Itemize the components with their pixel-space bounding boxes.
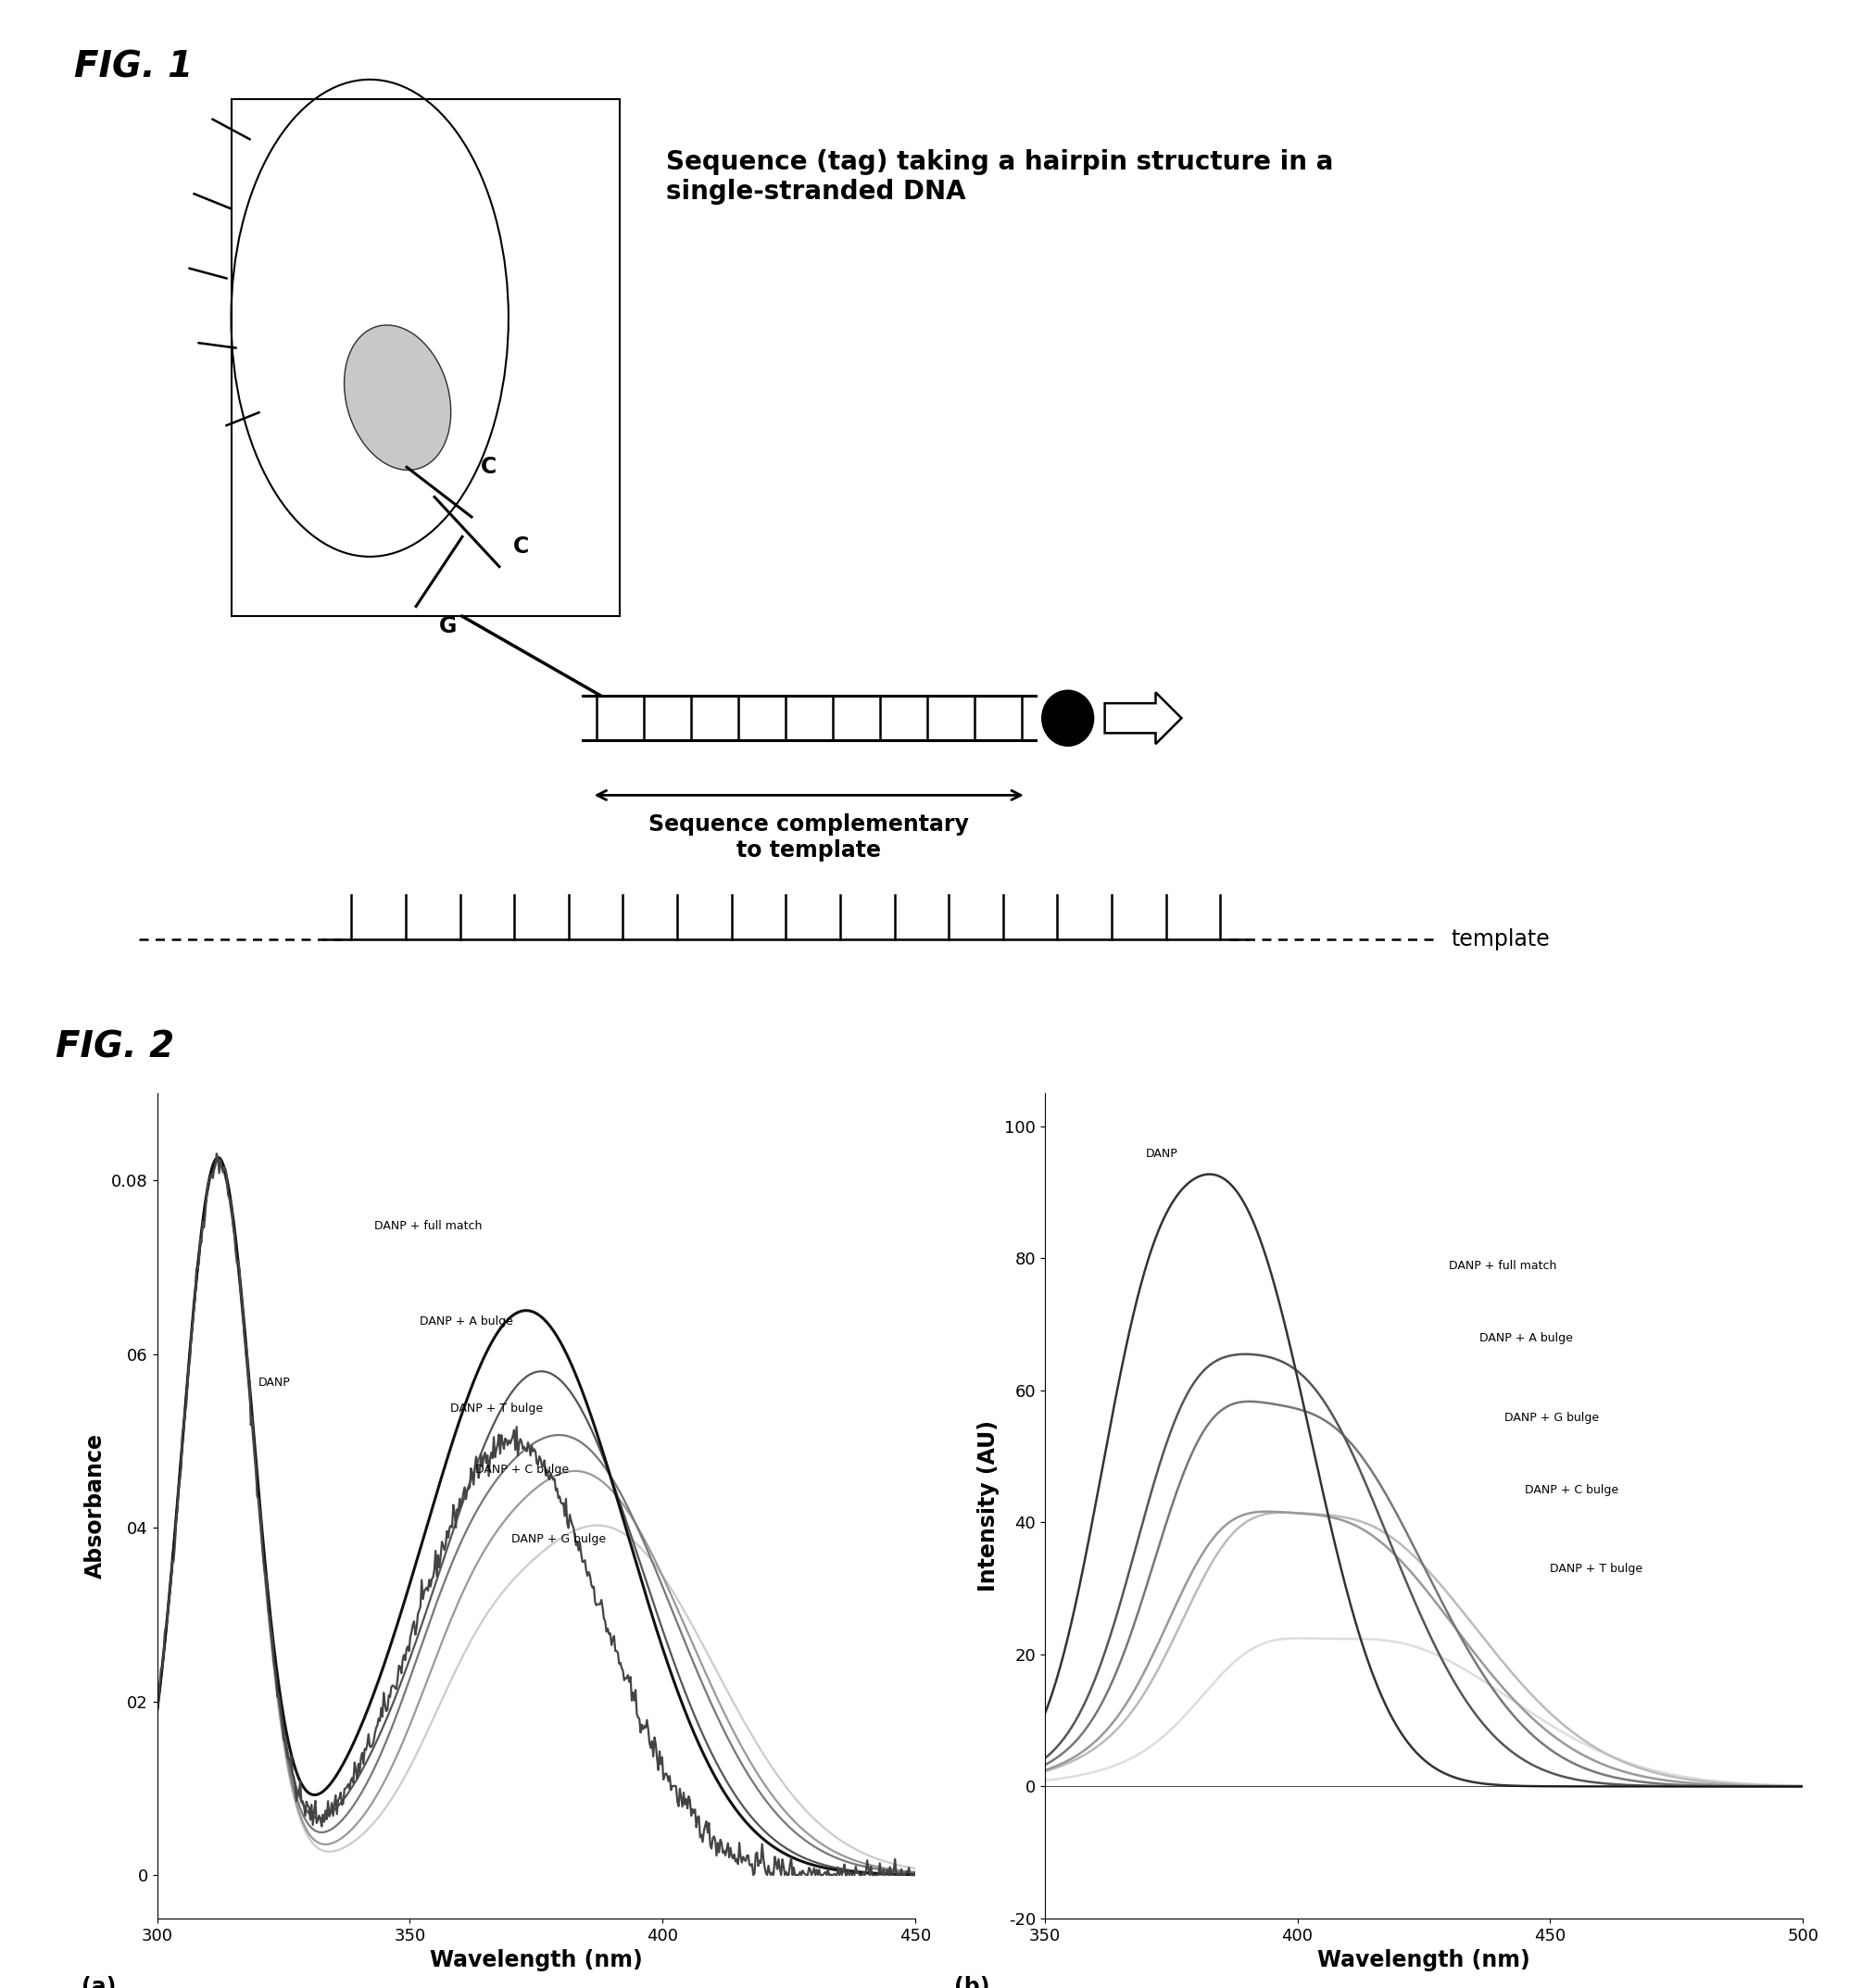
X-axis label: Wavelength (nm): Wavelength (nm)	[429, 1950, 643, 1972]
Text: (b): (b)	[954, 1976, 989, 1988]
Text: (a): (a)	[81, 1976, 116, 1988]
Y-axis label: Absorbance: Absorbance	[83, 1433, 105, 1578]
Ellipse shape	[344, 326, 451, 469]
Text: DANP + G bulge: DANP + G bulge	[1505, 1411, 1599, 1423]
Text: DANP + T bulge: DANP + T bulge	[451, 1404, 544, 1415]
Text: DANP: DANP	[1146, 1147, 1178, 1159]
Y-axis label: Intensity (AU): Intensity (AU)	[976, 1419, 998, 1592]
Text: Sequence (tag) taking a hairpin structure in a
single-stranded DNA: Sequence (tag) taking a hairpin structur…	[666, 149, 1333, 205]
Text: DANP + full match: DANP + full match	[1450, 1260, 1557, 1272]
Text: C: C	[481, 455, 497, 479]
Text: DANP + A bulge: DANP + A bulge	[1479, 1332, 1573, 1344]
Text: G: G	[440, 614, 457, 638]
Text: template: template	[1451, 928, 1549, 950]
FancyArrow shape	[1106, 692, 1182, 744]
Text: DANP + T bulge: DANP + T bulge	[1549, 1563, 1642, 1574]
Bar	[231, 99, 619, 616]
Circle shape	[1043, 690, 1095, 746]
Text: DANP + full match: DANP + full match	[375, 1221, 483, 1233]
Text: DANP + A bulge: DANP + A bulge	[420, 1316, 514, 1328]
Text: DANP + C bulge: DANP + C bulge	[1525, 1483, 1618, 1497]
Text: DANP + C bulge: DANP + C bulge	[475, 1463, 569, 1475]
Text: DANP + G bulge: DANP + G bulge	[510, 1533, 605, 1545]
Text: C: C	[514, 535, 529, 559]
X-axis label: Wavelength (nm): Wavelength (nm)	[1316, 1950, 1531, 1972]
Text: Sequence complementary
to template: Sequence complementary to template	[649, 813, 969, 861]
Text: FIG. 2: FIG. 2	[55, 1030, 174, 1066]
Text: DANP: DANP	[259, 1376, 290, 1390]
Text: FIG. 1: FIG. 1	[74, 50, 192, 85]
